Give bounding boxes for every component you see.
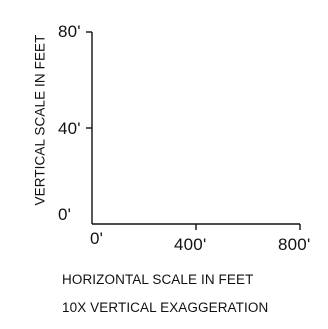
vertical-tick-label-80: 80'	[58, 22, 81, 41]
horizontal-scale-caption: HORIZONTAL SCALE IN FEET	[62, 272, 254, 287]
horizontal-tick-label-800: 800'	[278, 235, 311, 254]
vertical-tick-label-40: 40'	[58, 119, 81, 138]
horizontal-tick-label-0: 0'	[90, 229, 104, 248]
vertical-exaggeration-note: 10X VERTICAL EXAGGERATION	[62, 300, 269, 315]
horizontal-tick-label-400: 400'	[174, 235, 207, 254]
vertical-tick-label-0: 0'	[58, 205, 72, 224]
vertical-scale-label: VERTICAL SCALE IN FEET	[32, 34, 48, 206]
